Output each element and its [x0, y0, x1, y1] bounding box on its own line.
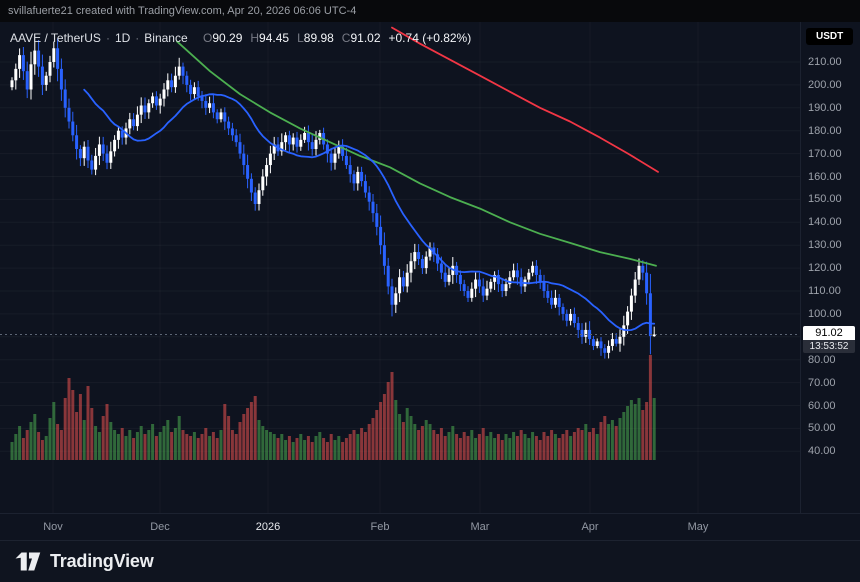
- time-axis-label: 2026: [255, 521, 281, 533]
- legend-low-label: L: [297, 31, 304, 45]
- price-tick-label: 150.00: [808, 193, 842, 206]
- price-scale[interactable]: USDT 210.00 200.00 190.00 180.00 170.00 160.0…: [800, 22, 860, 513]
- legend-separator: ·: [105, 31, 110, 45]
- last-price-value: 91.02: [803, 326, 855, 341]
- time-axis-label: Feb: [370, 521, 390, 533]
- legend-open-value: 90.29: [212, 31, 243, 45]
- legend-high-value: 94.45: [259, 31, 290, 45]
- grid-lines: [0, 61, 800, 452]
- tradingview-wordmark[interactable]: TradingView: [50, 551, 154, 571]
- ma-slow-line: [391, 26, 659, 173]
- legend-open-label: O: [203, 31, 213, 45]
- legend-high-label: H: [250, 31, 260, 45]
- ma-fast-line: [83, 88, 656, 332]
- price-tick-label: 170.00: [808, 147, 842, 160]
- price-tick-label: 180.00: [808, 124, 842, 137]
- candlestick-series: [10, 38, 656, 359]
- price-tick-label: 190.00: [808, 101, 842, 114]
- legend-change-value: +0.74 (+0.82%): [388, 31, 472, 45]
- time-axis-label: Dec: [150, 521, 170, 533]
- price-tick-label: 160.00: [808, 170, 842, 183]
- price-chart-canvas[interactable]: [0, 22, 800, 513]
- ma-mid-line: [176, 40, 657, 267]
- price-tick-label: 40.00: [808, 445, 836, 458]
- countdown-label: 13:53:52: [803, 340, 855, 354]
- time-axis-label: Nov: [43, 521, 63, 533]
- legend-interval[interactable]: 1D: [114, 31, 131, 45]
- attribution-bar: svillafuerte21 created with TradingView.…: [0, 0, 860, 22]
- legend-close-label: C: [341, 31, 351, 45]
- time-axis-label: Mar: [470, 521, 490, 533]
- price-tick-label: 140.00: [808, 216, 842, 229]
- price-tick-label: 70.00: [808, 376, 836, 389]
- attribution-text: svillafuerte21 created with TradingView.…: [8, 5, 357, 17]
- time-scale[interactable]: Nov Dec 2026 Feb Mar Apr May: [0, 513, 860, 540]
- price-tick-label: 60.00: [808, 399, 836, 412]
- price-tick-label: 210.00: [808, 56, 842, 68]
- price-tick-label: 130.00: [808, 239, 842, 252]
- legend-symbol[interactable]: AAVE / TetherUS: [10, 31, 101, 45]
- legend-exchange[interactable]: Binance: [144, 31, 188, 45]
- legend-separator: ·: [135, 31, 140, 45]
- chart-window: AAVE / TetherUS · 1D · Binance O90.29 H94.45 L…: [0, 22, 860, 540]
- chart-pane[interactable]: AAVE / TetherUS · 1D · Binance O90.29 H94.45 L…: [0, 22, 800, 513]
- price-tick-label: 50.00: [808, 422, 836, 435]
- volume-series: [10, 355, 656, 460]
- legend-close-value: 91.02: [350, 31, 381, 45]
- price-tick-label: 200.00: [808, 78, 842, 91]
- price-tick-label: 120.00: [808, 262, 842, 275]
- time-axis-label: May: [687, 521, 709, 533]
- tradingview-logo-icon[interactable]: [14, 550, 41, 573]
- footer-bar: TradingView: [0, 540, 860, 582]
- price-tick-label: 110.00: [808, 285, 841, 297]
- last-price-label: 91.02 13:53:52: [803, 326, 855, 354]
- legend-low-value: 89.98: [303, 31, 334, 45]
- chart-legend[interactable]: AAVE / TetherUS · 1D · Binance O90.29 H94.45 L…: [10, 31, 479, 45]
- price-tick-label: 100.00: [808, 307, 842, 320]
- time-axis-label: Apr: [581, 521, 599, 533]
- price-tick-label: 80.00: [808, 353, 836, 366]
- currency-badge[interactable]: USDT: [806, 28, 854, 45]
